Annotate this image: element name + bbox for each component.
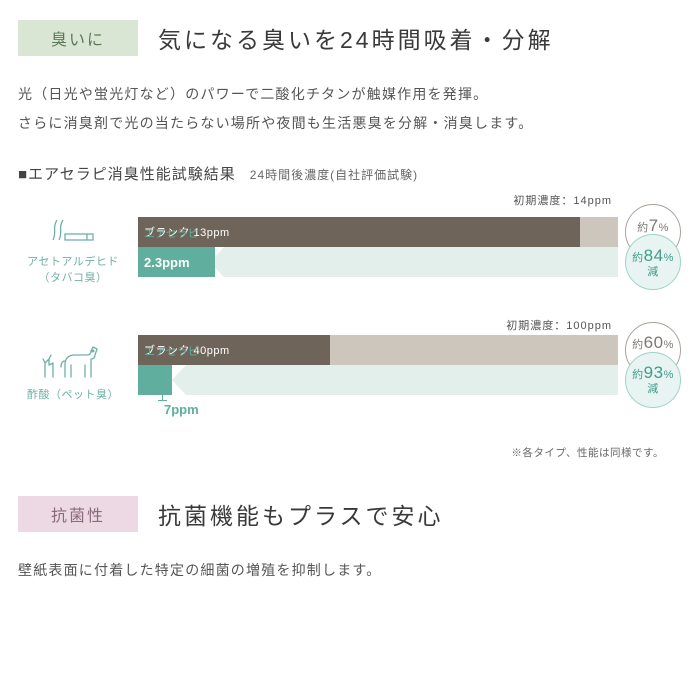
badge-prod-2: 約93% 減 [625,352,681,408]
antibac-desc-line1: 壁紙表面に付着した特定の細菌の増殖を抑制します。 [18,556,682,585]
headline-antibac: 抗菌機能もプラスで安心 [158,497,444,531]
chart-note: ※各タイプ、性能は同様です。 [18,445,682,460]
bar-arrow-2 [186,365,618,395]
section-odor-header: 臭いに 気になる臭いを24時間吸着・分解 [18,20,682,56]
badge-blank-2-pre: 約 [632,339,644,351]
bar-track-blank-1: ブランク 13ppm [138,217,618,247]
badge-prod-1: 約84% 減 [625,234,681,290]
tag-odor: 臭いに [18,20,138,56]
bar-fill-blank-1: ブランク 13ppm [138,217,580,247]
badge-blank-1-pre: 約 [637,222,649,234]
bar-prod-2: エアセラピ 7ppm 約93% 減 [138,365,682,395]
badge-col-prod-2: 約93% 減 [618,365,682,395]
bar-track-prod-2: エアセラピ 7ppm [138,365,618,395]
chart: 初期濃度：14ppm アセトアルデヒド （タバコ臭） ブランク 13ppm [18,192,682,460]
bar-blank-2: ブランク 40ppm 約60% 減 [138,335,682,365]
initial-concentration-2: 初期濃度：100ppm [18,317,682,333]
badge-prod-1-suf: % [664,252,674,264]
bars-col-2: ブランク 40ppm 約60% 減 エアセラピ 7ppm [138,335,682,421]
cigarette-icon [47,210,99,249]
badge-blank-1-big: 7 [649,216,659,235]
bar-product-name-2: エアセラピ [138,343,199,359]
bar-prod-1: エアセラピ 2.3ppm 約84% 減 [138,247,682,277]
icon-col-1: アセトアルデヒド （タバコ臭） [18,210,138,285]
section-antibac-header: 抗菌性 抗菌機能もプラスで安心 [18,496,682,532]
bar-blank-1: ブランク 13ppm 約7% 減 [138,217,682,247]
chart-group-1: アセトアルデヒド （タバコ臭） ブランク 13ppm 約7% 減 [18,210,682,285]
icon-label-1b: （タバコ臭） [39,269,108,285]
badge-prod-1-big: 84 [644,246,664,265]
bar-product-name-1: エアセラピ [138,225,199,241]
headline-odor: 気になる臭いを24時間吸着・分解 [158,21,554,55]
bar-fill-prod-2 [138,365,172,395]
initial-concentration-1: 初期濃度：14ppm [18,192,682,208]
odor-desc-line1: 光（日光や蛍光灯など）のパワーで二酸化チタンが触媒作用を発揮。 [18,80,682,109]
bar-value-2: 7ppm [164,402,199,417]
icon-col-2: 酢酸（ペット臭） [18,335,138,402]
chart-subtitle: 24時間後濃度(自社評価試験) [250,166,418,183]
badge-prod-2-line2: 減 [647,383,659,395]
badge-col-prod-1: 約84% 減 [618,247,682,277]
odor-desc-line2: さらに消臭剤で光の当たらない場所や夜間も生活悪臭を分解・消臭します。 [18,109,682,138]
badge-prod-2-suf: % [664,369,674,381]
pointer-tick-2 [158,400,167,401]
bar-arrow-1 [224,247,618,277]
icon-label-1a: アセトアルデヒド [27,253,119,269]
chart-group-2: 酢酸（ペット臭） ブランク 40ppm 約60% 減 [18,335,682,421]
chart-title-row: ■エアセラピ消臭性能試験結果 24時間後濃度(自社評価試験) [18,163,682,184]
antibac-description: 壁紙表面に付着した特定の細菌の増殖を抑制します。 [18,556,682,585]
icon-label-2a: 酢酸（ペット臭） [27,386,119,402]
bar-track-prod-1: エアセラピ 2.3ppm [138,247,618,277]
badge-prod-2-pre: 約 [632,369,644,381]
chart-title: ■エアセラピ消臭性能試験結果 [18,163,236,184]
badge-prod-1-pre: 約 [632,252,644,264]
pet-icon [41,335,105,382]
badge-prod-2-big: 93 [644,363,664,382]
bar-value-1: 2.3ppm [138,255,190,270]
badge-blank-2-suf: % [664,339,674,351]
badge-blank-2-big: 60 [644,333,664,352]
odor-description: 光（日光や蛍光灯など）のパワーで二酸化チタンが触媒作用を発揮。 さらに消臭剤で光… [18,80,682,139]
bar-track-blank-2: ブランク 40ppm [138,335,618,365]
bars-col-1: ブランク 13ppm 約7% 減 エアセラピ 2.3ppm [138,217,682,277]
bar-fill-prod-1: 2.3ppm [138,247,215,277]
tag-antibac: 抗菌性 [18,496,138,532]
badge-prod-1-line2: 減 [647,266,659,278]
badge-blank-1-suf: % [659,222,669,234]
